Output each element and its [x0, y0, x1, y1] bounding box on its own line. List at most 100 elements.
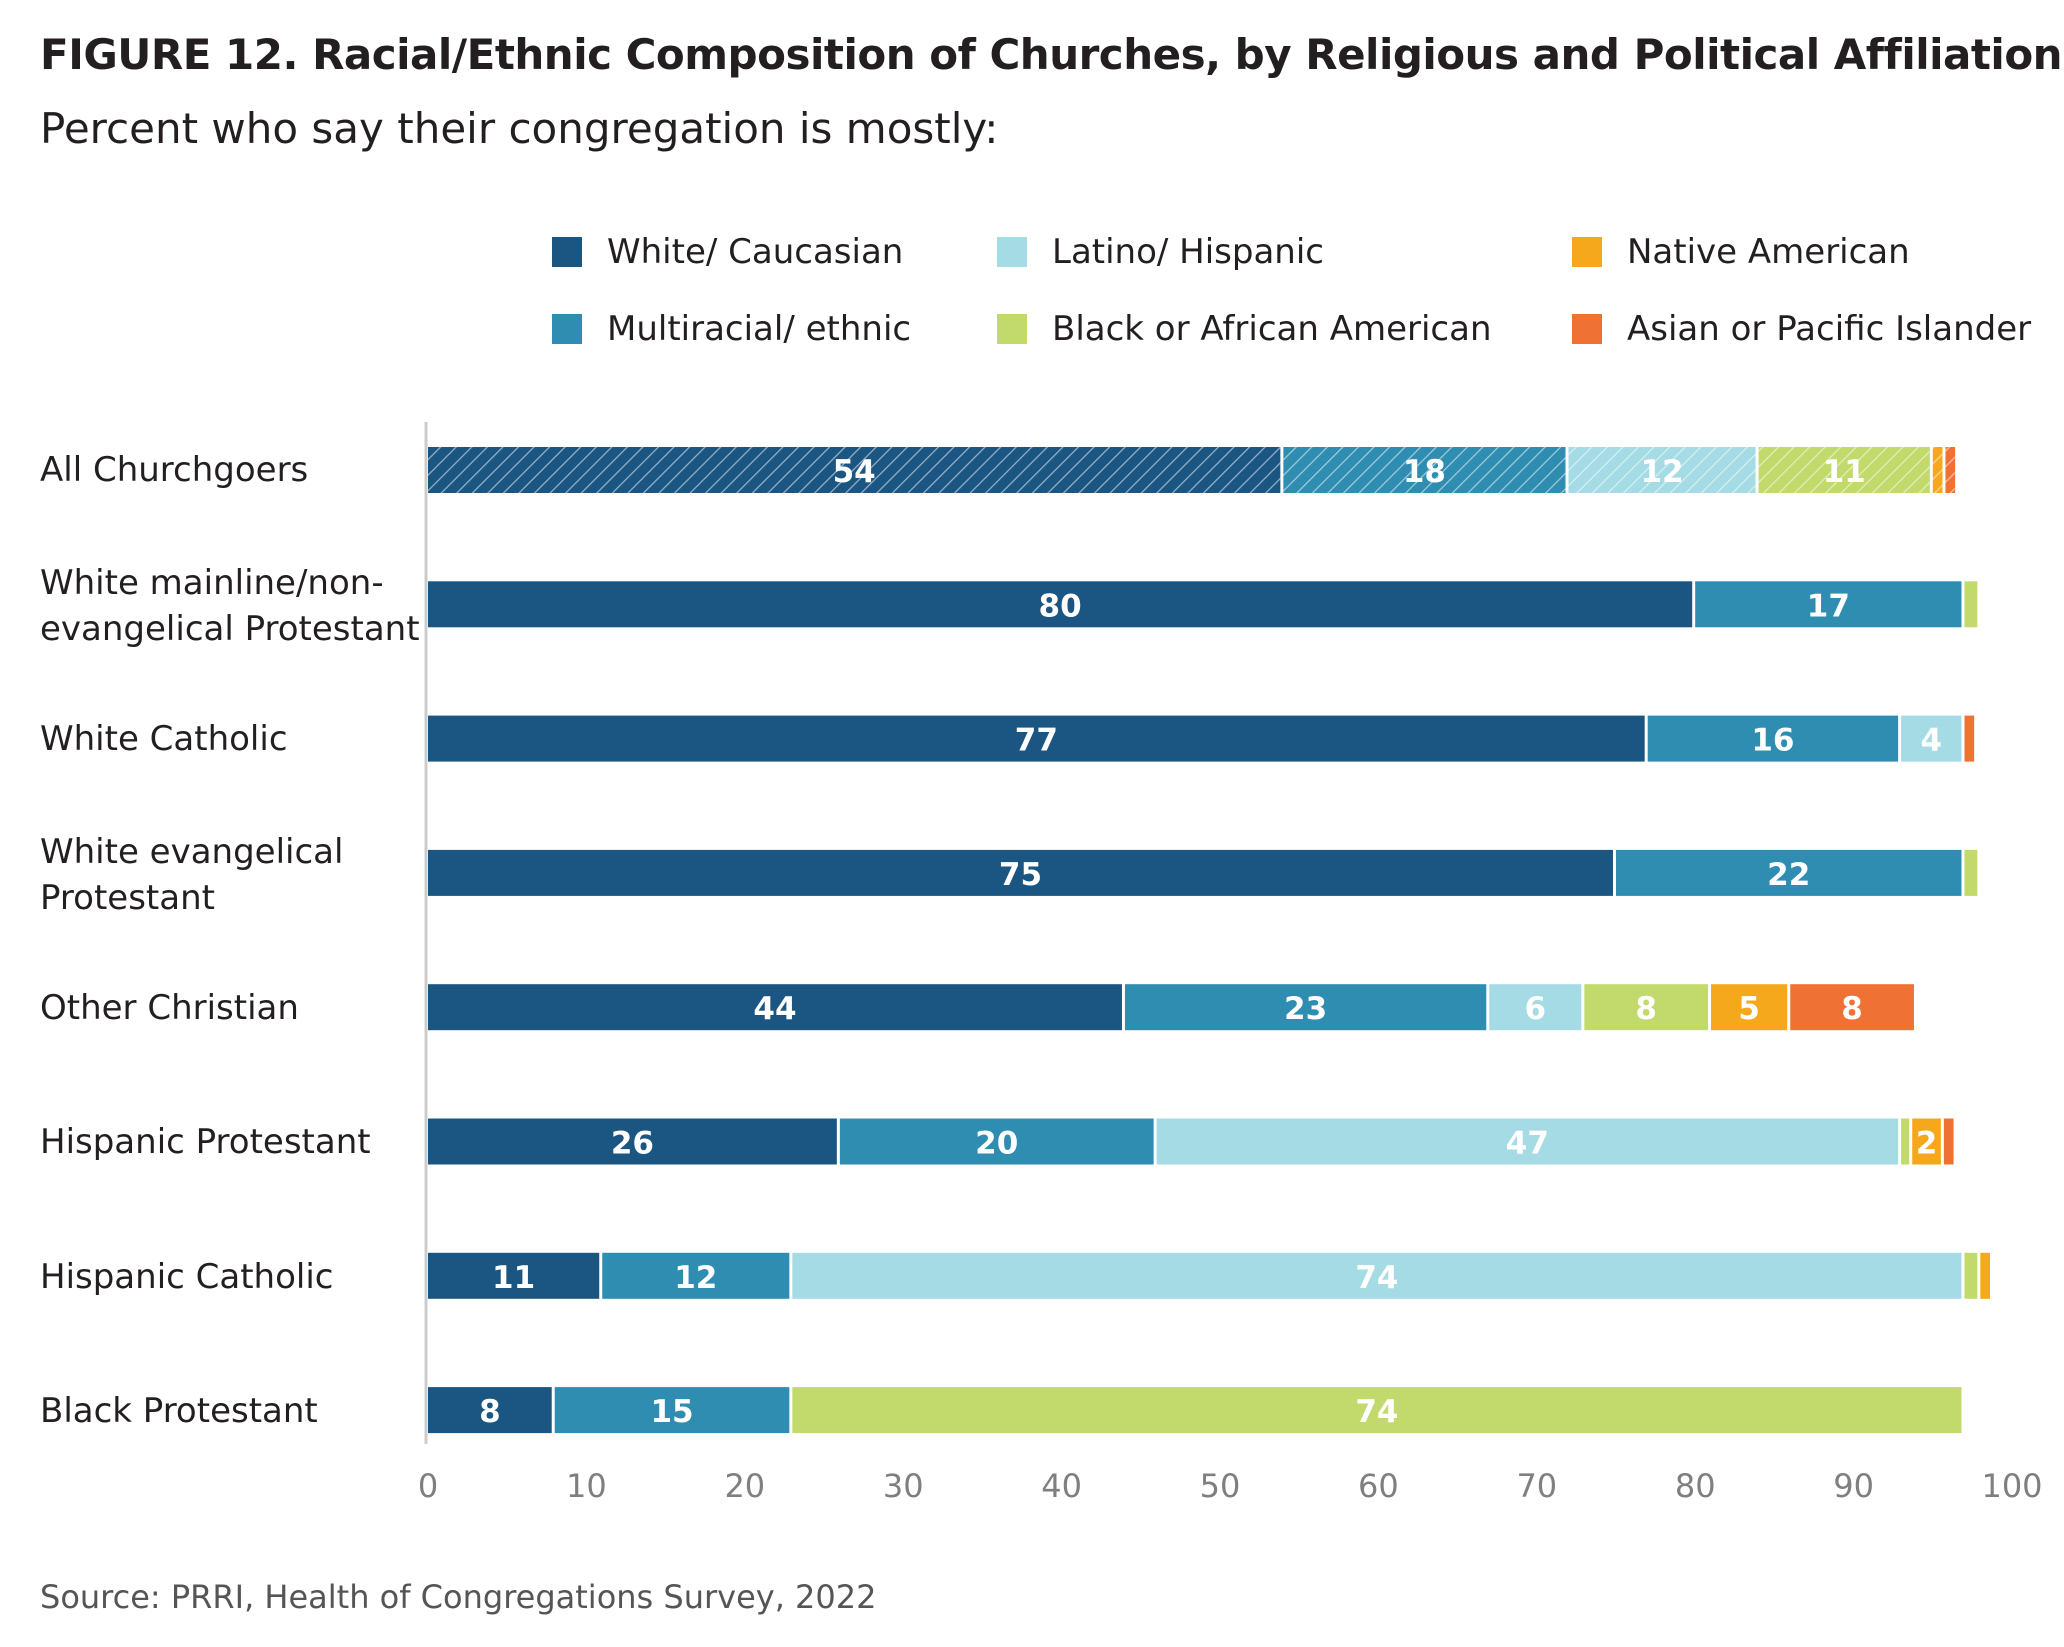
bar-segment-black-or-african-american: [1584, 984, 1709, 1031]
legend-swatch-asian-pacific-islander: [1572, 314, 1602, 344]
data-label: 20: [975, 1126, 1018, 1162]
bar-segment-asian-or-pacific-islander: [1943, 1118, 1954, 1165]
x-axis: 0 10 20 30 40 50 60 70 80 90 100: [418, 422, 2043, 1505]
row-label-other-christian: Other Christian: [40, 988, 299, 1028]
data-label: 12: [1640, 454, 1683, 490]
bar-hatch-overlay: [1283, 447, 1566, 493]
bar-segment-white-caucasian: [428, 1387, 552, 1434]
data-label: 4: [1921, 723, 1943, 759]
x-tick-label: 100: [1981, 1467, 2042, 1505]
bars-layer: 54 18 12 11 80 17 77 16 4 75 22 44 23 6 8 5 8 26 20 47 2 11 12…: [428, 447, 1990, 1434]
chart-subtitle: Percent who say their congregation is mo…: [40, 104, 999, 153]
legend-swatch-native-american: [1572, 237, 1602, 267]
bar-segment-multiracial-ethnic: [554, 1387, 790, 1434]
data-label: 75: [999, 857, 1042, 893]
data-label: 47: [1506, 1126, 1549, 1162]
bar-segment-multiracial-ethnic: [1124, 984, 1487, 1031]
data-label: 74: [1355, 1260, 1398, 1296]
data-label: 15: [650, 1394, 693, 1430]
bar-segment-asian-or-pacific-islander: [1790, 984, 1914, 1031]
data-label: 8: [479, 1394, 501, 1430]
bar-segment-white-caucasian: [428, 1118, 837, 1165]
x-tick-label: 40: [1041, 1467, 1082, 1505]
legend-label-latino-hispanic: Latino/ Hispanic: [1052, 232, 1324, 272]
data-label: 16: [1751, 723, 1794, 759]
bar-segment-black-or-african-american: [1901, 1118, 1910, 1165]
legend-label-native-american: Native American: [1627, 232, 1910, 272]
x-tick-label: 50: [1200, 1467, 1241, 1505]
source-note: Source: PRRI, Health of Congregations Su…: [40, 1578, 877, 1616]
data-label: 74: [1355, 1394, 1398, 1430]
data-label: 8: [1635, 991, 1657, 1027]
row-label-white-evangelical: White evangelical Protestant: [40, 832, 344, 918]
data-label: 11: [1823, 454, 1866, 490]
bar-hatch-overlay: [428, 447, 1281, 493]
legend-item-asian-pacific-islander: Asian or Pacific Islander: [1572, 309, 2031, 349]
legend-label-multiracial-ethnic: Multiracial/ ethnic: [607, 309, 912, 349]
legend-label-black-african-american: Black or African American: [1052, 309, 1492, 349]
bar-segment-native-american: [1912, 1118, 1941, 1165]
legend-label-asian-pacific-islander: Asian or Pacific Islander: [1627, 309, 2032, 349]
bar-segment-asian-or-pacific-islander: [1964, 715, 1975, 762]
x-tick-label: 0: [418, 1467, 438, 1505]
legend-item-black-african-american: Black or African American: [997, 309, 1492, 349]
bar-segment-black-or-african-american: [792, 1387, 1962, 1434]
bar-segment-white-caucasian: [428, 849, 1613, 896]
data-label: 18: [1403, 454, 1446, 490]
bar-segment-multiracial-ethnic: [839, 1118, 1154, 1165]
data-label: 6: [1525, 991, 1547, 1027]
bar-segment-black-or-african-american: [1964, 581, 1978, 628]
bar-segment-multiracial-ethnic: [602, 1252, 790, 1299]
bar-segment-native-american: [1980, 1252, 1990, 1299]
bar-hatch-overlay: [1932, 447, 1943, 493]
bar-hatch-overlay: [1945, 447, 1956, 493]
chart-title: FIGURE 12. Racial/Ethnic Composition of …: [40, 30, 2063, 79]
bar-segment-white-caucasian: [428, 1252, 600, 1299]
legend-item-white-caucasian: White/ Caucasian: [552, 232, 903, 272]
data-label: 11: [492, 1260, 535, 1296]
x-tick-label: 90: [1833, 1467, 1874, 1505]
legend-label-white-caucasian: White/ Caucasian: [607, 232, 904, 272]
data-label: 54: [833, 454, 876, 490]
data-label: 44: [753, 991, 796, 1027]
x-tick-label: 60: [1358, 1467, 1399, 1505]
row-label-hispanic-catholic: Hispanic Catholic: [40, 1257, 334, 1297]
data-label: 12: [674, 1260, 717, 1296]
data-label: 22: [1767, 857, 1810, 893]
bar-segment-native-american: [1711, 984, 1788, 1031]
bar-segment-black-or-african-american: [1964, 849, 1978, 896]
bar-segment-latino-hispanic: [1489, 984, 1582, 1031]
row-label-all-churchgoers: All Churchgoers: [40, 450, 309, 490]
bar-segment-black-or-african-american: [1964, 1252, 1978, 1299]
row-label-white-mainline: White mainline/non- evangelical Protesta…: [40, 563, 420, 649]
x-tick-label: 30: [883, 1467, 924, 1505]
legend-item-native-american: Native American: [1572, 232, 1910, 272]
legend-swatch-multiracial-ethnic: [552, 314, 582, 344]
legend-swatch-latino-hispanic: [997, 237, 1027, 267]
row-label-white-catholic: White Catholic: [40, 719, 288, 759]
bar-segment-latino-hispanic: [792, 1252, 1962, 1299]
legend-swatch-black-african-american: [997, 314, 1027, 344]
data-label: 17: [1807, 588, 1850, 624]
legend-item-multiracial-ethnic: Multiracial/ ethnic: [552, 309, 911, 349]
bar-segment-latino-hispanic: [1156, 1118, 1899, 1165]
x-tick-label: 80: [1675, 1467, 1716, 1505]
data-label: 5: [1738, 991, 1760, 1027]
bar-segment-white-caucasian: [428, 715, 1645, 762]
legend: White/ Caucasian Latino/ Hispanic Native…: [0, 0, 2064, 400]
x-tick-label: 70: [1516, 1467, 1557, 1505]
data-label: 8: [1841, 991, 1863, 1027]
bar-segment-white-caucasian: [428, 581, 1693, 628]
x-tick-label: 10: [566, 1467, 607, 1505]
bar-hatch-overlay: [1568, 447, 1756, 493]
bar-segment-white-caucasian: [428, 984, 1122, 1031]
legend-swatch-white-caucasian: [552, 237, 582, 267]
bar-segment-multiracial-ethnic: [1616, 849, 1962, 896]
bar-segment-latino-hispanic: [1901, 715, 1962, 762]
data-label: 26: [611, 1126, 654, 1162]
bar-segment-multiracial-ethnic: [1695, 581, 1962, 628]
row-label-hispanic-protestant: Hispanic Protestant: [40, 1122, 371, 1162]
data-label: 77: [1015, 723, 1058, 759]
x-tick-label: 20: [724, 1467, 765, 1505]
